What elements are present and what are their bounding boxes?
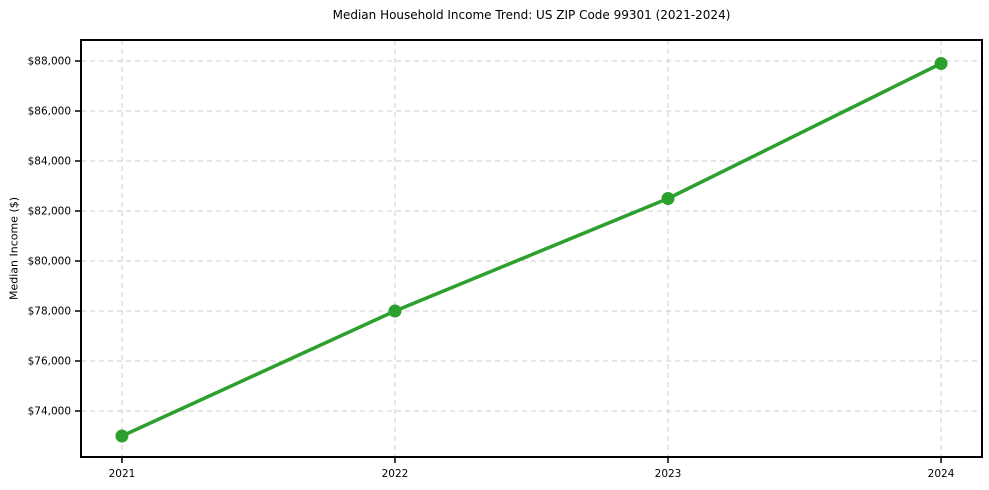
axes-border: [80, 39, 983, 458]
x-tick-label: 2022: [382, 468, 409, 480]
y-tick-label: $82,000: [28, 206, 71, 218]
x-tick-label: 2023: [655, 468, 682, 480]
y-tick-label: $86,000: [28, 106, 71, 118]
data-point: [388, 304, 402, 318]
data-point: [115, 429, 129, 443]
x-tick-label: 2024: [928, 468, 955, 480]
data-point: [661, 192, 675, 205]
y-tick-label: $74,000: [28, 406, 71, 418]
y-tick-label: $76,000: [28, 356, 71, 368]
x-tick-label: 2021: [109, 468, 136, 480]
data-line: [120, 61, 943, 438]
data-point: [934, 57, 948, 70]
chart-title: Median Household Income Trend: US ZIP Co…: [332, 8, 731, 22]
y-tick-label: $84,000: [28, 156, 71, 168]
y-tick-label: $88,000: [28, 56, 71, 68]
y-tick-label: $80,000: [28, 256, 71, 268]
y-tick-label: $78,000: [28, 306, 71, 318]
